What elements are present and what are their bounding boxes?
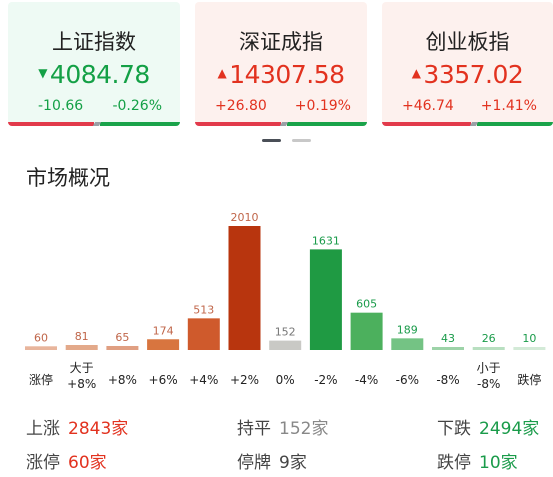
summary-flat-value: 152家 <box>279 419 329 439</box>
index-card-sz[interactable]: 深证成指 ▲ 14307.58 +26.80 +0.19% <box>195 2 367 126</box>
index-cards: 上证指数 ▼ 4084.78 -10.66 -0.26% 深证成指 ▲ 14307.… <box>0 0 553 132</box>
bar-value-label: 605 <box>356 298 377 311</box>
index-change: +26.80 <box>215 98 267 114</box>
category-label: -2% <box>314 373 338 387</box>
summary-fall-value: 2494家 <box>479 419 540 439</box>
bar-value-label: 2010 <box>231 211 259 224</box>
carousel-indicator[interactable] <box>262 139 312 143</box>
up-down-ratio-bar <box>195 122 367 126</box>
carousel-dot-active[interactable] <box>262 139 281 142</box>
chart-bar <box>65 345 98 350</box>
category-label: 小于 -8% <box>476 361 501 391</box>
summary-suspend-label: 停牌 <box>237 453 271 473</box>
chart-bar <box>432 347 464 350</box>
index-name: 创业板指 <box>425 30 510 54</box>
chart-bar <box>309 249 342 350</box>
summary-limit-down: 跌停 10家 <box>437 448 518 473</box>
index-name: 上证指数 <box>52 30 136 54</box>
summary-limit-down-label: 跌停 <box>437 453 471 473</box>
distribution-chart-svg: 60 81 65 174 513 2010 152 1631 605 189 43 26 10 <box>25 211 546 350</box>
category-label: 大于 +8% <box>67 361 97 391</box>
index-price-value: 4084.78 <box>49 60 150 89</box>
bar-value-label: 10 <box>522 332 536 345</box>
summary-rise: 上涨 2843家 <box>26 414 128 439</box>
index-price-value: 3357.02 <box>423 60 524 89</box>
summary-fall-label: 下跌 <box>437 419 471 439</box>
bar-value-label: 60 <box>34 331 48 344</box>
category-label: -8% <box>436 373 460 387</box>
chart-bar <box>391 338 424 350</box>
market-summary: 上涨 2843家 持平 152家 下跌 2494家 涨停 60家 停牌 9家 跌停 10家 <box>0 408 553 477</box>
bar-value-label: 189 <box>397 323 418 336</box>
chart-bar <box>350 312 383 350</box>
category-label: +4% <box>189 373 219 387</box>
bar-value-label: 26 <box>482 332 496 345</box>
category-label: 涨停 <box>28 373 53 387</box>
up-arrow-icon: ▲ <box>217 66 227 80</box>
index-change-pct: -0.26% <box>112 98 162 114</box>
summary-limit-up-value: 60家 <box>68 453 107 473</box>
summary-flat-label: 持平 <box>237 419 271 439</box>
up-arrow-icon: ▲ <box>411 66 421 80</box>
index-name: 深证成指 <box>239 30 323 54</box>
section-title: 市场概况 <box>26 166 110 190</box>
index-change-pct: +0.19% <box>294 98 351 114</box>
index-price-value: 14307.58 <box>229 60 345 89</box>
summary-limit-up-label: 涨停 <box>26 453 60 473</box>
summary-limit-down-value: 10家 <box>479 453 518 473</box>
index-price: ▲ 14307.58 <box>195 60 367 89</box>
index-price: ▲ 3357.02 <box>382 60 553 89</box>
summary-flat: 持平 152家 <box>237 414 328 439</box>
category-label: -6% <box>395 373 419 387</box>
summary-rise-value: 2843家 <box>68 419 129 439</box>
up-down-ratio-bar <box>8 122 180 126</box>
category-label: +8% <box>107 373 137 387</box>
bar-value-label: 1631 <box>312 234 340 247</box>
distribution-chart: 60 81 65 174 513 2010 152 1631 605 189 43 26 10 涨停 大于… <box>0 196 553 406</box>
chart-bar <box>147 339 180 350</box>
summary-suspend: 停牌 9家 <box>237 448 307 473</box>
bar-value-label: 43 <box>441 332 455 345</box>
index-change-pct: +1.41% <box>480 98 537 114</box>
index-change: +46.74 <box>402 98 454 114</box>
chart-bar <box>513 347 546 350</box>
summary-limit-up: 涨停 60家 <box>26 448 107 473</box>
bar-value-label: 81 <box>75 330 89 343</box>
category-label: -4% <box>354 373 379 387</box>
index-price: ▼ 4084.78 <box>8 60 180 89</box>
bar-value-label: 513 <box>193 303 214 316</box>
chart-bar <box>228 226 261 350</box>
index-card-sh[interactable]: 上证指数 ▼ 4084.78 -10.66 -0.26% <box>8 2 180 126</box>
summary-suspend-value: 9家 <box>279 453 307 473</box>
chart-bar <box>269 340 302 350</box>
index-card-cyb[interactable]: 创业板指 ▲ 3357.02 +46.74 +1.41% <box>382 2 553 126</box>
category-label: +6% <box>148 373 178 387</box>
chart-bar <box>472 347 505 350</box>
bar-value-label: 174 <box>153 324 174 337</box>
chart-bar <box>187 318 220 350</box>
chart-bar <box>106 345 139 350</box>
carousel-dot[interactable] <box>292 139 311 142</box>
down-arrow-icon: ▼ <box>38 66 47 80</box>
chart-bar <box>25 346 57 350</box>
summary-fall: 下跌 2494家 <box>437 414 539 439</box>
index-change: -10.66 <box>38 98 84 114</box>
category-label: 0% <box>275 373 295 387</box>
category-label: 跌停 <box>517 373 542 387</box>
bar-value-label: 65 <box>115 331 129 344</box>
up-down-ratio-bar <box>382 122 553 126</box>
bar-value-label: 152 <box>275 326 296 339</box>
summary-rise-label: 上涨 <box>26 419 60 439</box>
category-label: +2% <box>229 373 260 387</box>
